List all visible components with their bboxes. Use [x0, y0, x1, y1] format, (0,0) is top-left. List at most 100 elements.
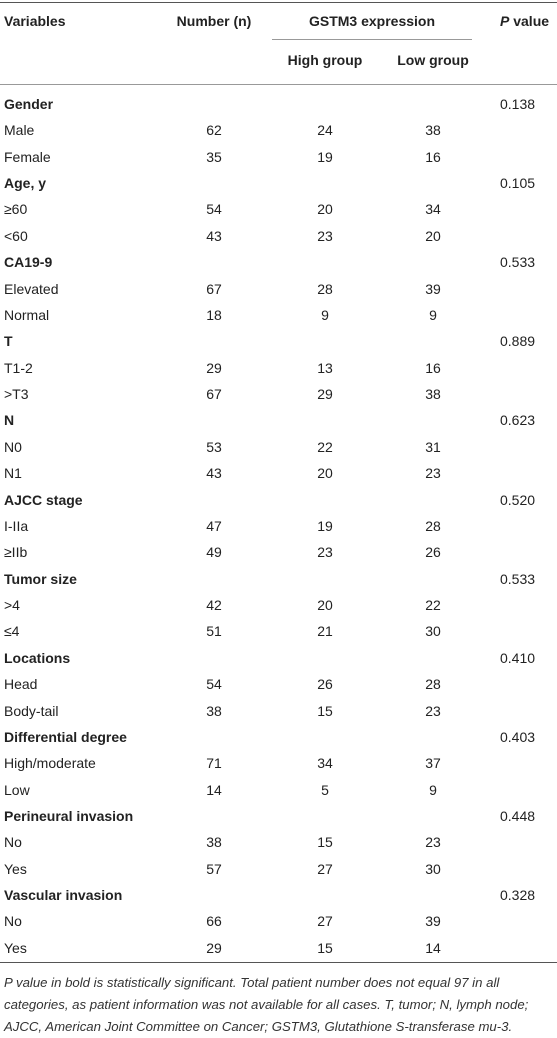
cell: 23 — [317, 544, 333, 561]
cell: 15 — [317, 939, 333, 956]
header-cell: GSTM3 expression — [308, 13, 436, 29]
cell: 35 — [206, 148, 222, 165]
row-label: >4 — [4, 597, 20, 614]
group-label: Vascular invasion — [4, 887, 123, 904]
cell: 53 — [206, 438, 222, 455]
cell: 29 — [206, 939, 222, 956]
header-cell: Low group — [397, 52, 469, 68]
cell: 26 — [425, 544, 441, 561]
group-label: Gender — [4, 96, 54, 112]
cell: 21 — [317, 623, 333, 640]
cell: 18 — [206, 306, 222, 323]
top-rule — [0, 2, 557, 3]
row-label: Female — [4, 148, 51, 165]
footnote: P value in bold is statistically signifi… — [4, 975, 529, 1034]
p-value: 0.533 — [500, 254, 536, 271]
row-label: High/moderate — [4, 755, 96, 772]
cell: 49 — [206, 544, 222, 561]
cell: 14 — [425, 939, 441, 956]
cell: 20 — [317, 465, 333, 482]
row-label: T1-2 — [4, 359, 33, 376]
cell: 22 — [317, 438, 333, 455]
group-label: Perineural invasion — [4, 807, 134, 824]
p-value: 0.520 — [500, 491, 536, 508]
p-value: 0.448 — [500, 807, 536, 824]
cell: 15 — [317, 702, 333, 719]
group-label: Locations — [4, 649, 71, 666]
row-label: Yes — [4, 939, 27, 956]
p-value: 0.138 — [500, 96, 536, 112]
cell: 38 — [425, 122, 441, 139]
row-label: ≥IIb — [4, 544, 28, 561]
cell: 9 — [429, 306, 437, 323]
row-label: No — [4, 913, 22, 930]
cell: 38 — [206, 834, 222, 851]
cell: 30 — [425, 623, 441, 640]
row-label: ≥60 — [4, 201, 28, 218]
row-label: Head — [4, 676, 38, 693]
cell: 43 — [206, 227, 222, 244]
cell: 66 — [206, 913, 222, 930]
group-label: Tumor size — [4, 570, 77, 587]
cell: 38 — [206, 702, 222, 719]
row-label: <60 — [4, 227, 28, 244]
row-label: Elevated — [4, 280, 59, 297]
cell: 9 — [321, 306, 329, 323]
cell: 19 — [317, 517, 333, 534]
cell: 29 — [206, 359, 222, 376]
cell: 27 — [317, 913, 333, 930]
header-rule — [0, 84, 557, 85]
cell: 34 — [425, 201, 441, 218]
cell: 23 — [425, 465, 441, 482]
cell: 28 — [425, 676, 441, 693]
p-value: 0.623 — [500, 412, 536, 429]
cell: 20 — [317, 201, 333, 218]
p-value: 0.410 — [500, 649, 536, 666]
cell: 67 — [206, 386, 222, 403]
cell: 34 — [317, 755, 333, 772]
p-label: value — [513, 13, 550, 29]
row-label: I-IIa — [4, 517, 29, 534]
row-label: N1 — [4, 465, 22, 482]
p-value: 0.889 — [500, 333, 536, 350]
group-label: N — [4, 412, 15, 429]
row-label: N0 — [4, 438, 22, 455]
cell: 14 — [206, 781, 222, 798]
header-cell: P value — [500, 12, 549, 30]
cell: 30 — [425, 860, 441, 877]
cell: 13 — [317, 359, 333, 376]
bottom-rule — [0, 962, 557, 963]
cell: 37 — [425, 755, 441, 772]
cell: 39 — [425, 280, 441, 297]
span-rule — [272, 39, 472, 40]
cell: 54 — [206, 201, 222, 218]
cell: 15 — [317, 834, 333, 851]
cell: 29 — [317, 386, 333, 403]
p-value: 0.403 — [500, 728, 536, 745]
row-label: No — [4, 834, 22, 851]
cell: 9 — [429, 781, 437, 798]
row-label: Low — [4, 781, 30, 798]
cell: 47 — [206, 517, 222, 534]
cell: 24 — [317, 122, 333, 139]
cell: 39 — [425, 913, 441, 930]
group-label: CA19-9 — [4, 254, 53, 271]
p-value: 0.105 — [500, 175, 536, 192]
group-label: Age, y — [4, 175, 47, 192]
group-label: T — [4, 333, 13, 350]
cell: 62 — [206, 122, 222, 139]
cell: 22 — [425, 597, 441, 614]
cell: 71 — [206, 755, 222, 772]
cell: 20 — [425, 227, 441, 244]
cell: 23 — [317, 227, 333, 244]
cell: 28 — [425, 517, 441, 534]
cell: 57 — [206, 860, 222, 877]
cell: 38 — [425, 386, 441, 403]
row-label: Normal — [4, 306, 50, 323]
cell: 51 — [206, 623, 222, 640]
cell: 43 — [206, 465, 222, 482]
cell: 28 — [317, 280, 333, 297]
header-cell: Variables — [4, 13, 66, 29]
cell: 19 — [317, 148, 333, 165]
